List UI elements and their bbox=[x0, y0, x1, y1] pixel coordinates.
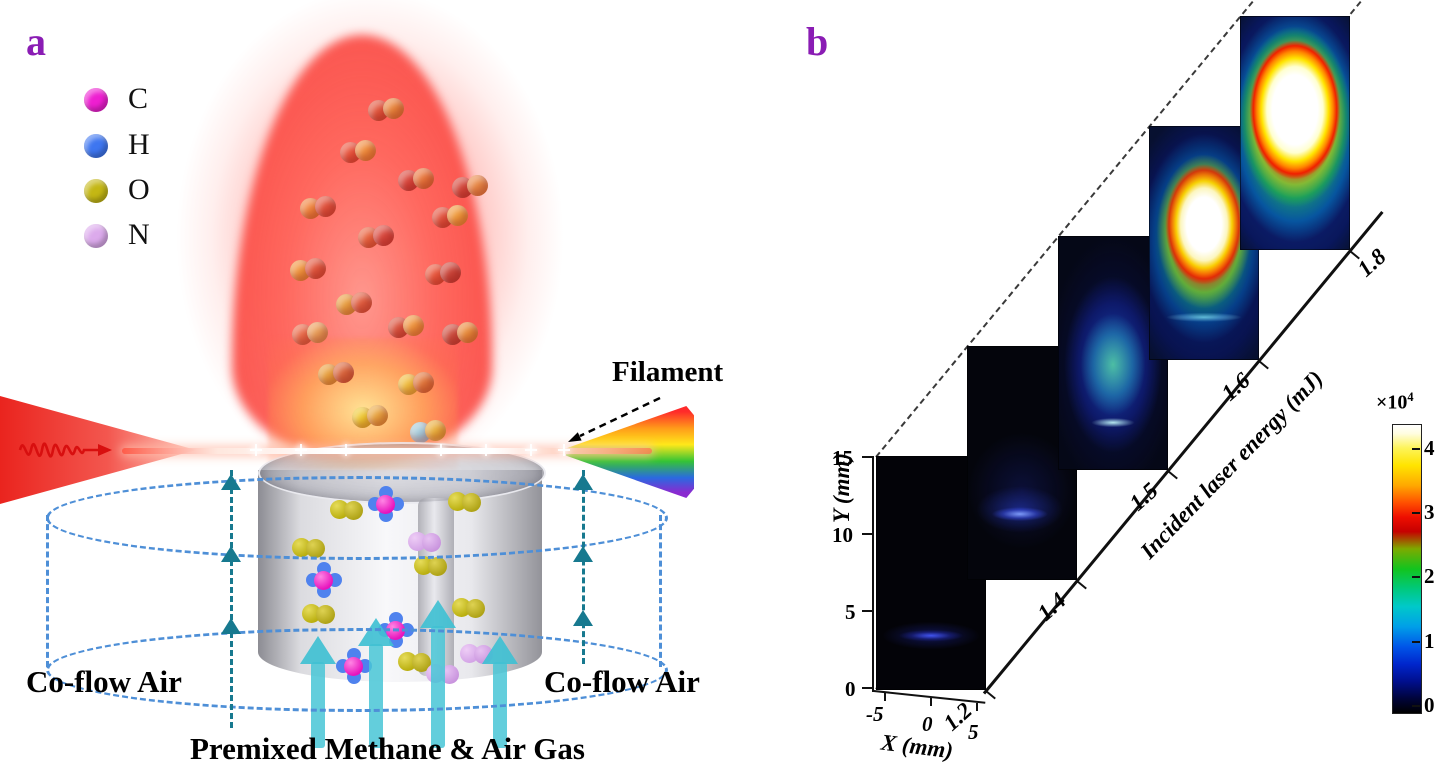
laser-pulse-icon bbox=[18, 442, 112, 458]
molecule bbox=[318, 362, 354, 386]
premixed-gas-label: Premixed Methane & Air Gas bbox=[190, 731, 585, 766]
colorbar-label-1: 1 bbox=[1424, 629, 1435, 653]
molecule bbox=[452, 175, 488, 199]
y-axis-line bbox=[872, 456, 874, 692]
legend-label-oxygen: O bbox=[128, 173, 150, 206]
coflow-side-line-right bbox=[659, 515, 662, 667]
colorbar-label-4: 4 bbox=[1424, 436, 1435, 460]
colorbar-scale-base: ×10 bbox=[1376, 391, 1408, 414]
legend-dot-carbon bbox=[84, 88, 108, 112]
molecule bbox=[432, 205, 468, 229]
y-axis-label: Y (mm) bbox=[829, 452, 854, 524]
legend-dot-oxygen bbox=[84, 179, 108, 203]
colorbar bbox=[1392, 424, 1422, 714]
x-axis-tick bbox=[884, 693, 886, 701]
panel-b-label: b bbox=[806, 19, 829, 64]
filament-label: Filament bbox=[612, 356, 724, 388]
molecule bbox=[425, 262, 461, 286]
colorbar-label-2: 2 bbox=[1424, 564, 1435, 588]
x-axis-tick bbox=[930, 698, 932, 706]
molecule bbox=[398, 372, 434, 396]
energy-axis-tick bbox=[985, 690, 996, 700]
legend-label-nitrogen: N bbox=[128, 218, 150, 251]
oxygen-molecule bbox=[452, 598, 486, 618]
molecule bbox=[292, 322, 328, 346]
molecule bbox=[388, 315, 424, 339]
energy-tick-1.6: 1.6 bbox=[1216, 367, 1255, 406]
molecule bbox=[336, 292, 372, 316]
y-axis-tick bbox=[862, 533, 872, 535]
legend-label-carbon: C bbox=[128, 82, 149, 115]
colorbar-scale-exponent: 4 bbox=[1407, 390, 1414, 404]
coflow-arrow-stem-left bbox=[230, 470, 233, 728]
molecule bbox=[290, 258, 326, 282]
filament-pointer-arrow bbox=[568, 396, 661, 442]
energy-axis-tick bbox=[1167, 470, 1178, 480]
y-tick-label-0: 0 bbox=[845, 677, 856, 701]
molecule bbox=[358, 225, 394, 249]
y-axis-tick bbox=[862, 610, 872, 612]
molecule bbox=[340, 140, 376, 164]
molecule bbox=[398, 168, 434, 192]
coflow-arrowhead bbox=[221, 618, 241, 634]
x-tick-label-5: 5 bbox=[968, 720, 979, 744]
emission-image-1p8mJ bbox=[1240, 16, 1350, 250]
spark-icon bbox=[480, 444, 492, 456]
coflow-side-line-left bbox=[46, 515, 49, 667]
molecule bbox=[410, 420, 446, 444]
colorbar-tick bbox=[1412, 705, 1420, 707]
spark-icon bbox=[250, 444, 262, 456]
legend-dot-hydrogen bbox=[84, 134, 108, 158]
legend-label-hydrogen: H bbox=[128, 128, 150, 161]
y-axis-tick bbox=[862, 456, 872, 458]
emission-image-1p4mJ bbox=[967, 346, 1077, 580]
molecule bbox=[368, 98, 404, 122]
coflow-arrowhead bbox=[221, 474, 241, 490]
filament-line bbox=[122, 448, 652, 454]
colorbar-label-3: 3 bbox=[1424, 500, 1435, 524]
colorbar-tick bbox=[1412, 576, 1420, 578]
coflow-arrowhead bbox=[573, 474, 593, 490]
y-tick-label-5: 5 bbox=[845, 600, 856, 624]
coflow-bottom-ellipse bbox=[46, 628, 668, 712]
legend-dot-nitrogen bbox=[84, 224, 108, 248]
coflow-arrowhead bbox=[573, 610, 593, 626]
colorbar-label-0: 0 bbox=[1424, 693, 1435, 717]
oxygen-molecule bbox=[414, 556, 448, 576]
colorbar-tick bbox=[1412, 641, 1420, 643]
spark-icon bbox=[295, 444, 307, 456]
energy-axis-tick bbox=[1076, 580, 1087, 590]
coflow-arrowhead bbox=[573, 546, 593, 562]
panel-a-label: a bbox=[26, 19, 46, 64]
spark-icon bbox=[525, 444, 537, 456]
spark-icon bbox=[340, 444, 352, 456]
x-axis-tick bbox=[976, 703, 978, 711]
y-axis-tick bbox=[862, 687, 872, 689]
molecule bbox=[442, 322, 478, 346]
x-tick-label-neg5: -5 bbox=[866, 702, 884, 726]
spark-icon bbox=[558, 444, 570, 456]
x-tick-label-0: 0 bbox=[922, 712, 933, 736]
coflow-air-label-left: Co-flow Air bbox=[26, 664, 182, 699]
colorbar-tick bbox=[1412, 448, 1420, 450]
y-tick-label-15: 15 bbox=[832, 446, 853, 470]
coflow-arrow-stem-right bbox=[582, 470, 585, 664]
molecule bbox=[300, 196, 336, 220]
molecule bbox=[352, 405, 388, 429]
methane-molecule bbox=[306, 562, 342, 598]
colorbar-tick bbox=[1412, 512, 1420, 514]
oxygen-molecule bbox=[302, 604, 336, 624]
colorbar-scale-label: ×104 bbox=[1376, 390, 1414, 415]
spark-icon bbox=[435, 444, 447, 456]
coflow-air-label-right: Co-flow Air bbox=[544, 664, 700, 699]
coflow-arrowhead bbox=[221, 546, 241, 562]
energy-axis-tick bbox=[1258, 360, 1269, 370]
y-tick-label-10: 10 bbox=[832, 523, 853, 547]
